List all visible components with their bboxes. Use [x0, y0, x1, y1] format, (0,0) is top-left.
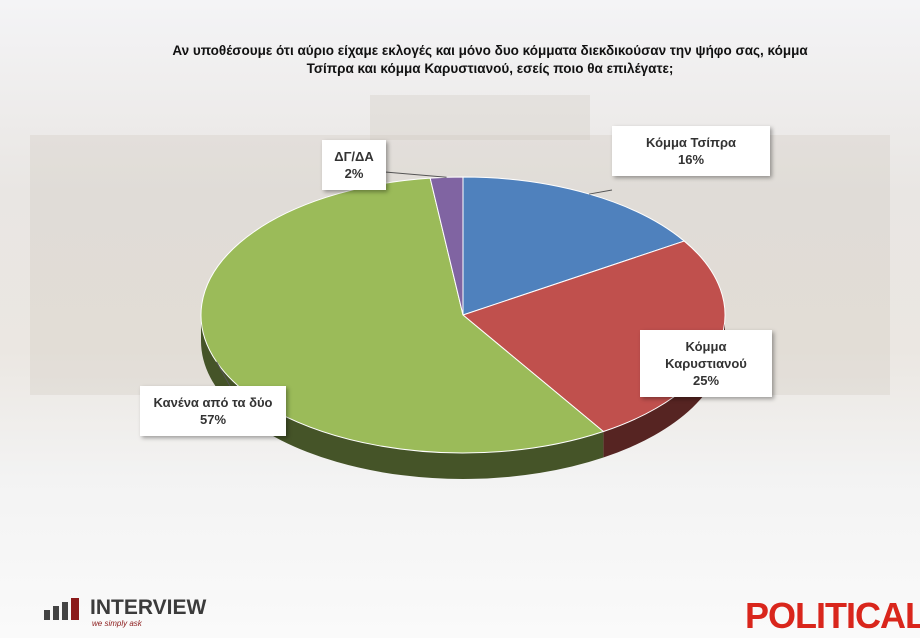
category-label: Κανένα από τα δύο — [153, 395, 273, 410]
slice — [200, 177, 605, 454]
background-pediment — [370, 95, 590, 140]
interview-tagline: we simply ask — [92, 619, 142, 628]
value-label: 25% — [692, 373, 720, 388]
value-label: 16% — [677, 152, 705, 167]
chart-title: Αν υποθέσουμε ότι αύριο είχαμε εκλογές κ… — [172, 43, 808, 76]
data-label: Κόμμα Τσίπρα 16% — [612, 126, 770, 176]
leader-line — [384, 171, 447, 178]
data-label: Κανένα από τα δύο 57% — [140, 386, 286, 436]
political-logo: POLITICAL — [745, 595, 920, 636]
category-label: ΔΓ/ΔΑ — [334, 149, 374, 164]
slice-side — [603, 315, 725, 458]
data-label: ΔΓ/ΔΑ 2% — [322, 140, 386, 190]
value-label: 2% — [344, 166, 364, 181]
interview-logo: INTERVIEW — [90, 596, 207, 619]
slice-side — [201, 315, 604, 479]
leader-line — [216, 361, 231, 387]
value-label: 57% — [199, 412, 227, 427]
category-label: Κόμμα Τσίπρα — [645, 135, 736, 150]
slice — [429, 176, 464, 316]
category-label: Κόμμα Καρυστιανού — [665, 339, 747, 371]
leader-line — [589, 189, 613, 195]
interview-icon — [44, 598, 84, 622]
data-label: Κόμμα Καρυστιανού 25% — [640, 330, 772, 397]
